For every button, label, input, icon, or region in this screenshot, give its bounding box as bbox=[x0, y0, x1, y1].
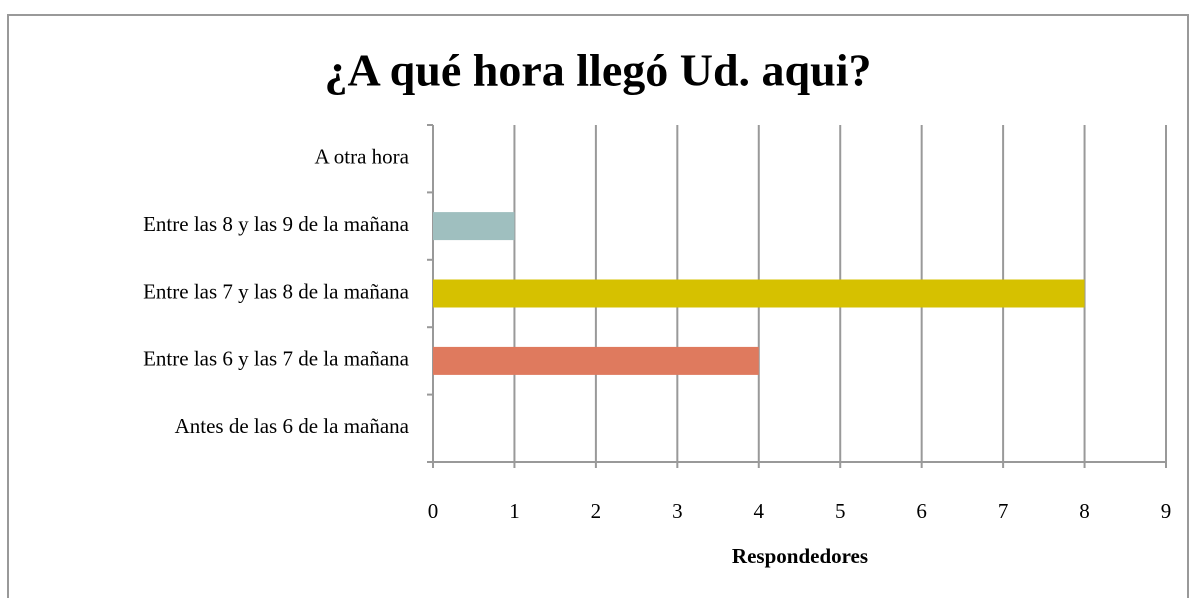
y-tick-label: Entre las 8 y las 9 de la mañana bbox=[143, 212, 410, 236]
x-tick-label: 9 bbox=[1161, 499, 1172, 523]
y-tick-label: Entre las 7 y las 8 de la mañana bbox=[143, 279, 410, 303]
x-tick-label: 8 bbox=[1079, 499, 1090, 523]
y-tick-label: Antes de las 6 de la mañana bbox=[175, 414, 410, 438]
x-tick-label: 2 bbox=[591, 499, 602, 523]
x-tick-label: 1 bbox=[509, 499, 520, 523]
bar bbox=[433, 346, 759, 375]
y-tick-label: Entre las 6 y las 7 de la mañana bbox=[143, 347, 410, 371]
x-axis-title: Respondedores bbox=[732, 544, 868, 568]
x-tick-label: 5 bbox=[835, 499, 846, 523]
x-tick-label: 7 bbox=[998, 499, 1009, 523]
y-tick-label: A otra hora bbox=[315, 145, 410, 169]
x-tick-label: 6 bbox=[916, 499, 927, 523]
chart-title: ¿A qué hora llegó Ud. aqui? bbox=[325, 45, 872, 96]
x-tick-label: 3 bbox=[672, 499, 683, 523]
x-tick-label: 4 bbox=[754, 499, 765, 523]
bar bbox=[433, 212, 515, 241]
x-tick-label: 0 bbox=[428, 499, 439, 523]
bar bbox=[433, 279, 1085, 308]
